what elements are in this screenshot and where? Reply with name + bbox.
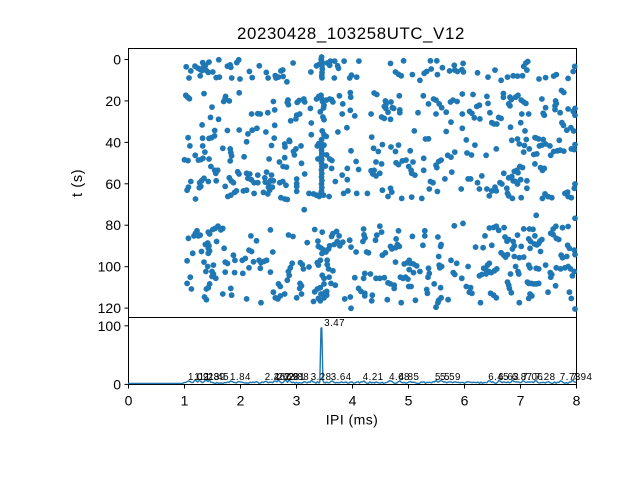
- svg-text:1: 1: [181, 393, 189, 409]
- svg-text:IPI (ms): IPI (ms): [326, 411, 379, 427]
- svg-text:2.62: 2.62: [274, 372, 295, 383]
- svg-text:3.28: 3.28: [311, 372, 332, 383]
- svg-text:7: 7: [517, 393, 525, 409]
- svg-text:5.5: 5.5: [435, 372, 450, 383]
- svg-text:0: 0: [113, 376, 121, 392]
- svg-text:1.09: 1.09: [188, 372, 209, 383]
- svg-text:1.28: 1.28: [199, 372, 220, 383]
- svg-text:40: 40: [105, 134, 121, 150]
- svg-text:2: 2: [237, 393, 245, 409]
- svg-text:20: 20: [105, 93, 121, 109]
- svg-text:1.45: 1.45: [208, 372, 229, 383]
- svg-text:7.73: 7.73: [560, 372, 581, 383]
- svg-text:4: 4: [349, 393, 357, 409]
- svg-text:2.69: 2.69: [278, 372, 299, 383]
- svg-text:7.28: 7.28: [535, 372, 556, 383]
- svg-text:3.47: 3.47: [324, 318, 345, 329]
- svg-text:80: 80: [105, 217, 121, 233]
- svg-text:5.59: 5.59: [440, 372, 461, 383]
- svg-text:t (s): t (s): [70, 169, 86, 197]
- svg-text:6.45: 6.45: [488, 372, 509, 383]
- svg-text:6: 6: [461, 393, 469, 409]
- svg-text:5: 5: [405, 393, 413, 409]
- svg-text:100: 100: [98, 318, 122, 334]
- svg-text:2.81: 2.81: [284, 372, 305, 383]
- svg-text:4.21: 4.21: [363, 372, 384, 383]
- svg-text:6.87: 6.87: [512, 372, 533, 383]
- svg-text:120: 120: [98, 300, 122, 316]
- svg-text:7.94: 7.94: [572, 372, 593, 383]
- svg-text:4.68: 4.68: [389, 372, 410, 383]
- svg-text:2.46: 2.46: [265, 372, 286, 383]
- svg-text:20230428_103258UTC_V12: 20230428_103258UTC_V12: [237, 24, 465, 43]
- svg-text:0: 0: [125, 393, 133, 409]
- svg-text:3: 3: [293, 393, 301, 409]
- svg-text:6.63: 6.63: [498, 372, 519, 383]
- svg-text:100: 100: [98, 259, 122, 275]
- svg-text:1.84: 1.84: [230, 372, 251, 383]
- svg-text:60: 60: [105, 176, 121, 192]
- svg-text:2.88: 2.88: [288, 372, 309, 383]
- svg-text:0: 0: [113, 52, 121, 68]
- svg-text:8: 8: [573, 393, 581, 409]
- svg-text:1.39: 1.39: [205, 372, 226, 383]
- svg-text:4.85: 4.85: [399, 372, 420, 383]
- svg-text:3.64: 3.64: [331, 372, 352, 383]
- svg-text:1.2: 1.2: [194, 372, 209, 383]
- svg-text:7.06: 7.06: [522, 372, 543, 383]
